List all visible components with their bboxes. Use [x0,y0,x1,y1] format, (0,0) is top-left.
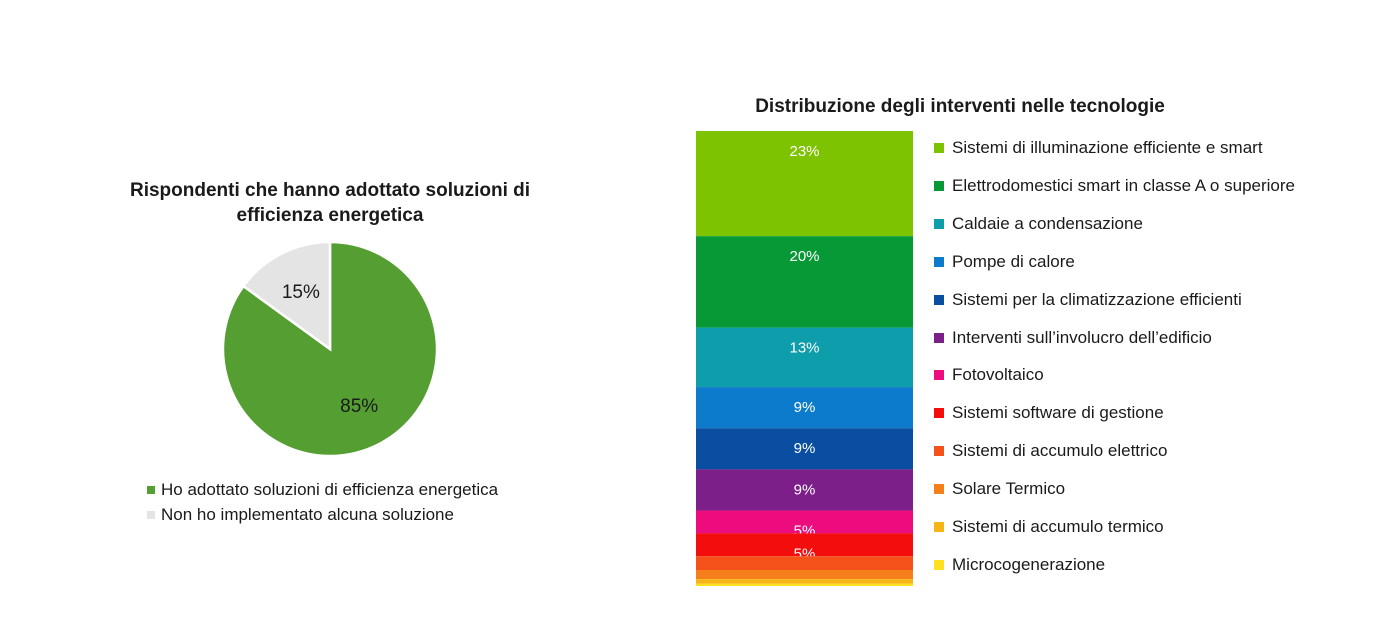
legend-swatch [934,446,944,457]
legend-label: Interventi sull’involucro dell’edificio [952,327,1212,347]
pie-slice-2 [241,240,332,352]
bar-segment-12 [696,583,913,586]
bar-legend-item: Sistemi di accumulo termico [934,516,1164,538]
bar-legend-item: Solare Termico [934,478,1065,500]
legend-label: Fotovoltaico [952,365,1044,385]
legend-swatch [934,180,944,191]
bar-legend-item: Microcogenerazione [934,554,1105,576]
legend-swatch [934,294,944,305]
legend-swatch [934,522,944,532]
legend-label: Sistemi di illuminazione efficiente e sm… [952,138,1263,157]
bar-data-label: 9% [794,440,816,457]
legend-swatch [147,486,155,494]
legend-label: Ho adottato soluzioni di efficienza ener… [161,480,499,499]
legend-swatch [934,559,944,570]
bar-data-label: 13% [789,340,819,357]
bar-legend-item: Elettrodomestici smart in classe A o sup… [934,175,1295,197]
legend-label: Sistemi software di gestione [952,403,1164,423]
legend-swatch [934,218,944,229]
bar-segment-6 [696,469,913,511]
bar-data-label: 9% [794,481,816,498]
legend-swatch [934,408,944,419]
bar-segment-5 [696,428,913,470]
legend-label: Caldaie a condensazione [952,213,1143,233]
pie-chart-title: Rispondenti che hanno adottato soluzioni… [129,180,531,226]
bar-legend-item: Pompe di calore [934,251,1075,273]
legend-label: Non ho implementato alcuna soluzione [161,505,454,524]
legend-label: Sistemi per la climatizzazione efficient… [952,289,1242,309]
bar-legend-item: Sistemi per la climatizzazione efficient… [934,289,1242,311]
legend-swatch [934,484,944,495]
bar-legend-item: Sistemi di illuminazione efficiente e sm… [934,137,1263,159]
pie-slice-1 [221,240,439,458]
pie-legend-item: Non ho implementato alcuna soluzione [147,504,454,526]
legend-swatch [934,332,944,343]
bar-legend-item: Sistemi di accumulo elettrico [934,440,1167,462]
bar-data-label: 23% [789,143,819,160]
bar-data-label: 9% [794,399,816,416]
bar-data-label: 20% [789,248,819,265]
bar-segment-2 [696,236,913,328]
bar-segment-11 [696,579,913,584]
bar-segment-9 [696,556,913,570]
bar-legend-item: Caldaie a condensazione [934,213,1143,235]
legend-swatch [934,256,944,267]
bar-legend-item: Interventi sull’involucro dell’edificio [934,327,1212,349]
legend-swatch [934,370,944,381]
bar-segment-7 [696,510,913,534]
bar-segment-4 [696,387,913,429]
bar-segment-8 [696,533,913,557]
legend-label: Sistemi di accumulo termico [952,517,1164,536]
bar-segment-3 [696,327,913,388]
legend-swatch [147,511,155,519]
pie-data-label: 85% [340,396,378,417]
bar-segment-1 [696,131,913,237]
bar-chart-title: Distribuzione degli interventi nelle tec… [755,96,1165,117]
legend-label: Sistemi di accumulo elettrico [952,441,1168,461]
pie-legend-item: Ho adottato soluzioni di efficienza ener… [147,479,498,501]
legend-label: Solare Termico [952,479,1066,499]
legend-label: Microcogenerazione [952,554,1106,574]
legend-label: Elettrodomestici smart in classe A o sup… [952,175,1295,195]
pie-data-label: 15% [282,282,320,303]
legend-label: Pompe di calore [952,251,1075,271]
bar-legend-item: Fotovoltaico [934,364,1044,386]
bar-segment-10 [696,569,913,580]
legend-swatch [934,143,944,153]
bar-legend-item: Sistemi software di gestione [934,402,1164,424]
